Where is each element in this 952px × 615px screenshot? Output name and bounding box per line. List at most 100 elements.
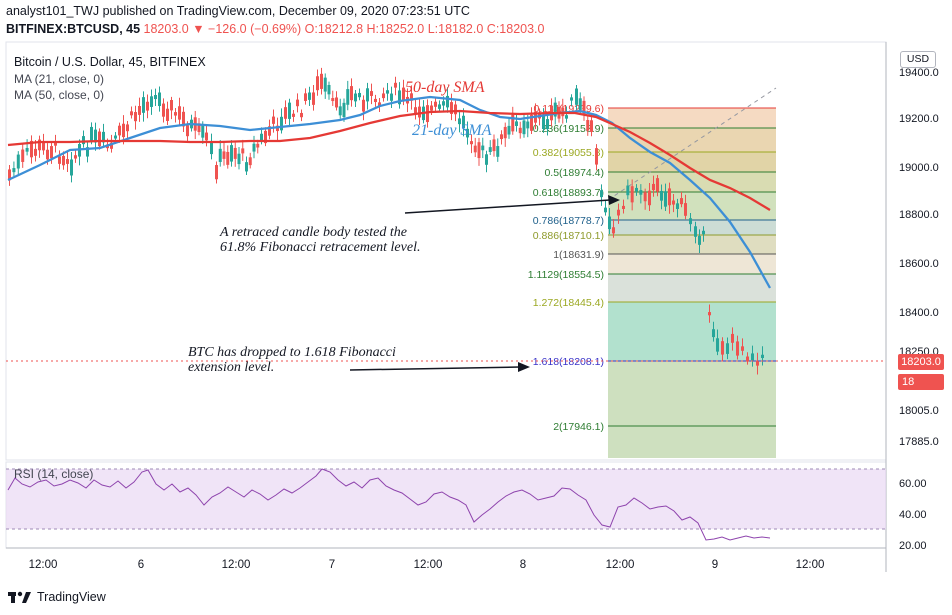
candle-body [230,145,233,162]
candle-body [430,105,433,111]
candle-body [304,93,307,101]
candle-body [154,95,157,100]
candle-body [746,356,749,362]
candle-body [582,100,586,115]
candle-body [522,120,526,135]
currency-button[interactable]: USD [900,51,936,68]
candle-body [553,102,557,117]
candle-body [245,162,248,172]
candle-body [331,98,335,102]
candle-body [38,139,41,151]
candle-body [114,135,117,139]
ma21-label: 21-day SMA [412,122,492,139]
candle-body [492,139,496,152]
brand-name: TradingView [37,590,106,604]
candle-body [134,112,137,122]
candle-body [210,142,213,155]
price-tick: 18005.0 [899,405,939,417]
rsi-axis[interactable]: 60.00 40.00 20.00 [899,478,927,552]
time-tick: 6 [138,559,144,571]
candle-body [608,216,611,230]
rsi-tick: 40.00 [899,509,927,521]
candle-body [477,142,481,159]
candle-body [450,102,453,114]
candle-body [130,111,133,116]
time-tick: 9 [712,559,718,571]
candle-body [272,116,275,124]
annotation-fib-1618-line2: extension level. [188,360,275,375]
candle-body [150,96,153,107]
candle-body [98,131,101,147]
candle-body [698,235,701,245]
candle-body [503,126,507,139]
candle-body [170,100,173,111]
candle-body [12,168,16,173]
candle-body [308,92,311,100]
fib-label: 0.236(19158.9) [533,123,604,135]
price-tick: 18400.0 [899,307,939,319]
candle-body [462,115,465,128]
candle-body [248,157,252,166]
candle-body [426,105,429,123]
time-tick: 12:00 [606,559,635,571]
time-axis[interactable]: 12:00 6 12:00 7 12:00 8 12:00 9 12:00 [29,559,825,571]
candle-body [410,93,413,101]
brand-logo[interactable]: TradingView [8,590,106,604]
price-axis[interactable]: 19400.0 19200.0 19000.0 18800.0 18600.0 18400… [899,67,939,448]
candle-body [118,125,121,136]
candle-body [694,226,697,237]
candle-body [600,190,603,198]
candle-body [122,123,125,138]
candle-body [518,127,522,134]
candle-body [595,148,598,165]
candle-body [394,82,397,88]
candle-body [62,155,65,166]
candle-body [668,188,671,206]
candle-body [162,103,165,117]
ma50-legend: MA (50, close, 0) [14,88,105,102]
candle-body [25,147,29,152]
candle-body [418,106,421,118]
candle-body [268,126,271,136]
candle-body [30,140,33,158]
candle-body [496,146,500,157]
candle-body [42,142,45,151]
rsi-tick: 20.00 [899,540,927,552]
candle-body [284,107,287,119]
current-price-box: 18203.0 [898,354,944,370]
rsi-legend: RSI (14, close) [14,467,94,481]
cut-price: 18 [902,376,915,388]
candle-body [712,329,715,338]
candle-body [237,153,241,165]
candle-body [300,112,303,118]
symbol-info: BITFINEX:BTCUSD, 45 18203.0 ▼ −126.0 (−0… [6,22,544,36]
candle-body [146,101,149,111]
price-tick: 18800.0 [899,209,939,221]
candle-body [358,92,361,98]
candles [8,67,764,375]
candle-body [327,84,331,95]
candle-body [604,207,607,213]
candle-body [86,147,89,157]
fib-label: 1.618(18208.1) [533,356,604,368]
countdown-box: 18 06:11 [898,374,944,404]
candle-body [233,147,237,159]
last-price: 18203.0 [143,22,189,36]
candle-body [756,361,759,366]
candle-body [46,149,49,160]
close-value: C:18203.0 [486,22,545,36]
candle-body [466,128,469,138]
candle-body [66,159,69,164]
candle-body [374,98,377,103]
candle-body [565,115,568,119]
candle-body [590,120,593,132]
ma50-line [7,109,771,211]
price-tick: 19000.0 [899,162,939,174]
candle-body [702,230,705,235]
fib-label: 0.786(18778.7) [533,215,604,227]
candle-body [485,154,488,165]
fib-label: 1.272(18445.4) [533,297,604,309]
candle-body [689,218,692,225]
time-tick: 12:00 [222,559,251,571]
